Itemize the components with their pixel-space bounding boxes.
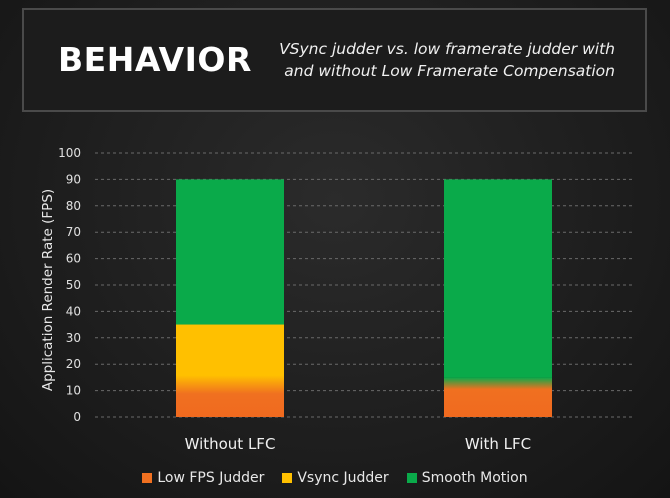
legend-swatch-low-fps (142, 473, 153, 483)
y-tick-label: 50 (66, 278, 81, 292)
y-tick-label: 100 (58, 146, 81, 160)
legend-item-vsync: Vsync Judder (282, 470, 389, 486)
y-tick-label: 0 (73, 410, 81, 424)
y-tick-label: 10 (66, 384, 81, 398)
y-tick-label: 80 (66, 199, 81, 213)
y-tick-label: 30 (66, 331, 81, 345)
subtitle-line-2: and without Low Framerate Compensation (284, 62, 615, 80)
legend-swatch-smooth (406, 473, 417, 483)
bar-judder-blend (176, 324, 284, 417)
header-panel: BEHAVIOR VSync judder vs. low framerate … (22, 8, 647, 112)
legend-label-low-fps: Low FPS Judder (157, 470, 265, 486)
x-tick-label: With LFC (465, 435, 531, 453)
y-tick-label: 70 (66, 225, 81, 239)
x-tick-label: Without LFC (185, 435, 276, 453)
legend-item-low-fps: Low FPS Judder (142, 470, 264, 486)
y-tick-labels: 0 10 20 30 40 50 60 70 80 90 100 (58, 146, 81, 424)
legend-item-smooth: Smooth Motion (406, 470, 528, 486)
y-axis-label: Application Render Rate (FPS) (40, 189, 56, 391)
bars (176, 179, 552, 417)
legend-swatch-vsync (282, 473, 293, 483)
chart-subtitle: VSync judder vs. low framerate judder wi… (255, 38, 615, 82)
x-tick-labels: Without LFC With LFC (185, 435, 532, 453)
chart-legend: Low FPS Judder Vsync Judder Smooth Motio… (0, 470, 670, 486)
page-title: BEHAVIOR (58, 40, 252, 79)
bar-judder-blend (444, 377, 552, 417)
y-tick-label: 20 (66, 357, 81, 371)
legend-label-smooth: Smooth Motion (421, 470, 528, 486)
y-tick-label: 40 (66, 304, 81, 318)
y-tick-label: 90 (66, 172, 81, 186)
bar-smooth-motion (444, 179, 552, 378)
subtitle-line-1: VSync judder vs. low framerate judder wi… (279, 40, 615, 58)
legend-label-vsync: Vsync Judder (297, 470, 389, 486)
bar-smooth-motion (176, 179, 284, 325)
y-tick-label: 60 (66, 252, 81, 266)
